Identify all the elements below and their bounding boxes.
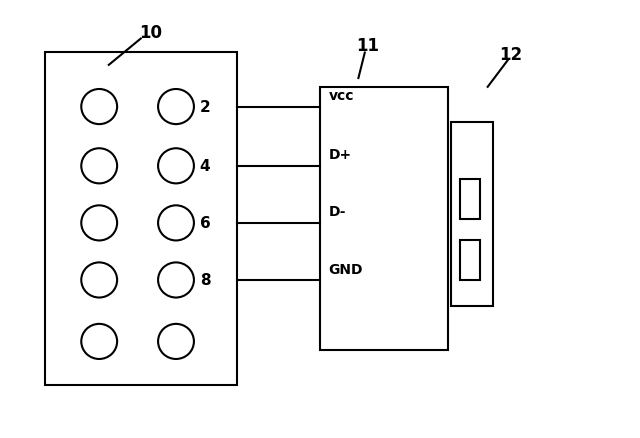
Ellipse shape xyxy=(158,324,194,359)
Ellipse shape xyxy=(158,149,194,184)
Text: 6: 6 xyxy=(200,216,211,231)
Text: 11: 11 xyxy=(356,37,380,55)
Text: 10: 10 xyxy=(139,24,162,42)
Text: 2: 2 xyxy=(200,100,211,115)
Ellipse shape xyxy=(81,263,117,298)
Bar xyxy=(460,241,480,280)
Text: GND: GND xyxy=(328,262,363,276)
Text: D-: D- xyxy=(328,205,346,219)
Ellipse shape xyxy=(81,324,117,359)
Ellipse shape xyxy=(158,90,194,125)
Ellipse shape xyxy=(81,90,117,125)
Ellipse shape xyxy=(158,206,194,241)
Text: 4: 4 xyxy=(200,159,211,174)
Bar xyxy=(45,53,237,385)
Text: 12: 12 xyxy=(499,46,522,64)
Text: 8: 8 xyxy=(200,273,211,288)
Bar xyxy=(451,123,493,307)
Ellipse shape xyxy=(81,149,117,184)
Ellipse shape xyxy=(81,206,117,241)
Ellipse shape xyxy=(158,263,194,298)
Bar xyxy=(460,180,480,219)
Text: D+: D+ xyxy=(328,148,351,162)
Text: vcc: vcc xyxy=(328,89,354,103)
Bar xyxy=(320,88,448,350)
